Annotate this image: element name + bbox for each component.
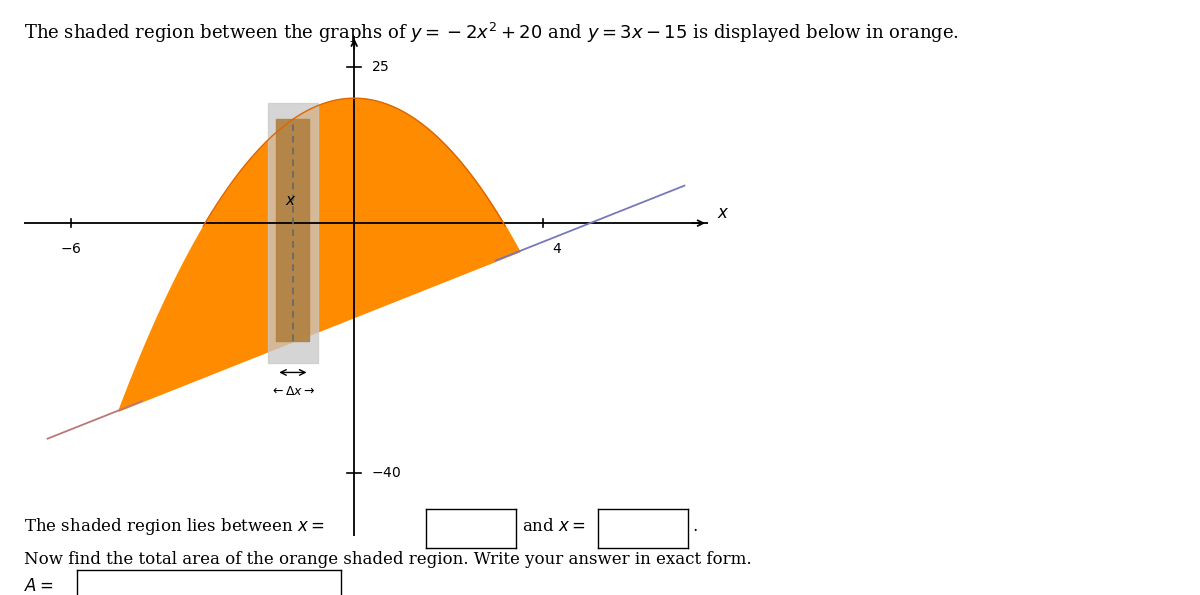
Text: $-40$: $-40$ [371, 466, 401, 480]
Text: $\leftarrow \Delta x \rightarrow$: $\leftarrow \Delta x \rightarrow$ [270, 385, 316, 398]
Text: $A =$: $A =$ [24, 578, 54, 594]
Text: The shaded region lies between $x =$: The shaded region lies between $x =$ [24, 516, 325, 537]
Text: $4$: $4$ [552, 242, 562, 256]
Text: $x$: $x$ [718, 205, 730, 223]
Bar [276, 119, 310, 341]
Text: $x$: $x$ [284, 193, 296, 208]
Text: $25$: $25$ [371, 60, 389, 74]
Text: The shaded region between the graphs of $y = -2x^2 + 20$ and $y = 3x - 15$ is di: The shaded region between the graphs of … [24, 21, 959, 45]
Text: and $x =$: and $x =$ [522, 518, 586, 535]
Text: $-6$: $-6$ [60, 242, 82, 256]
Bar [268, 103, 318, 364]
Text: .: . [692, 518, 697, 535]
Text: Now find the total area of the orange shaded region. Write your answer in exact : Now find the total area of the orange sh… [24, 551, 751, 568]
